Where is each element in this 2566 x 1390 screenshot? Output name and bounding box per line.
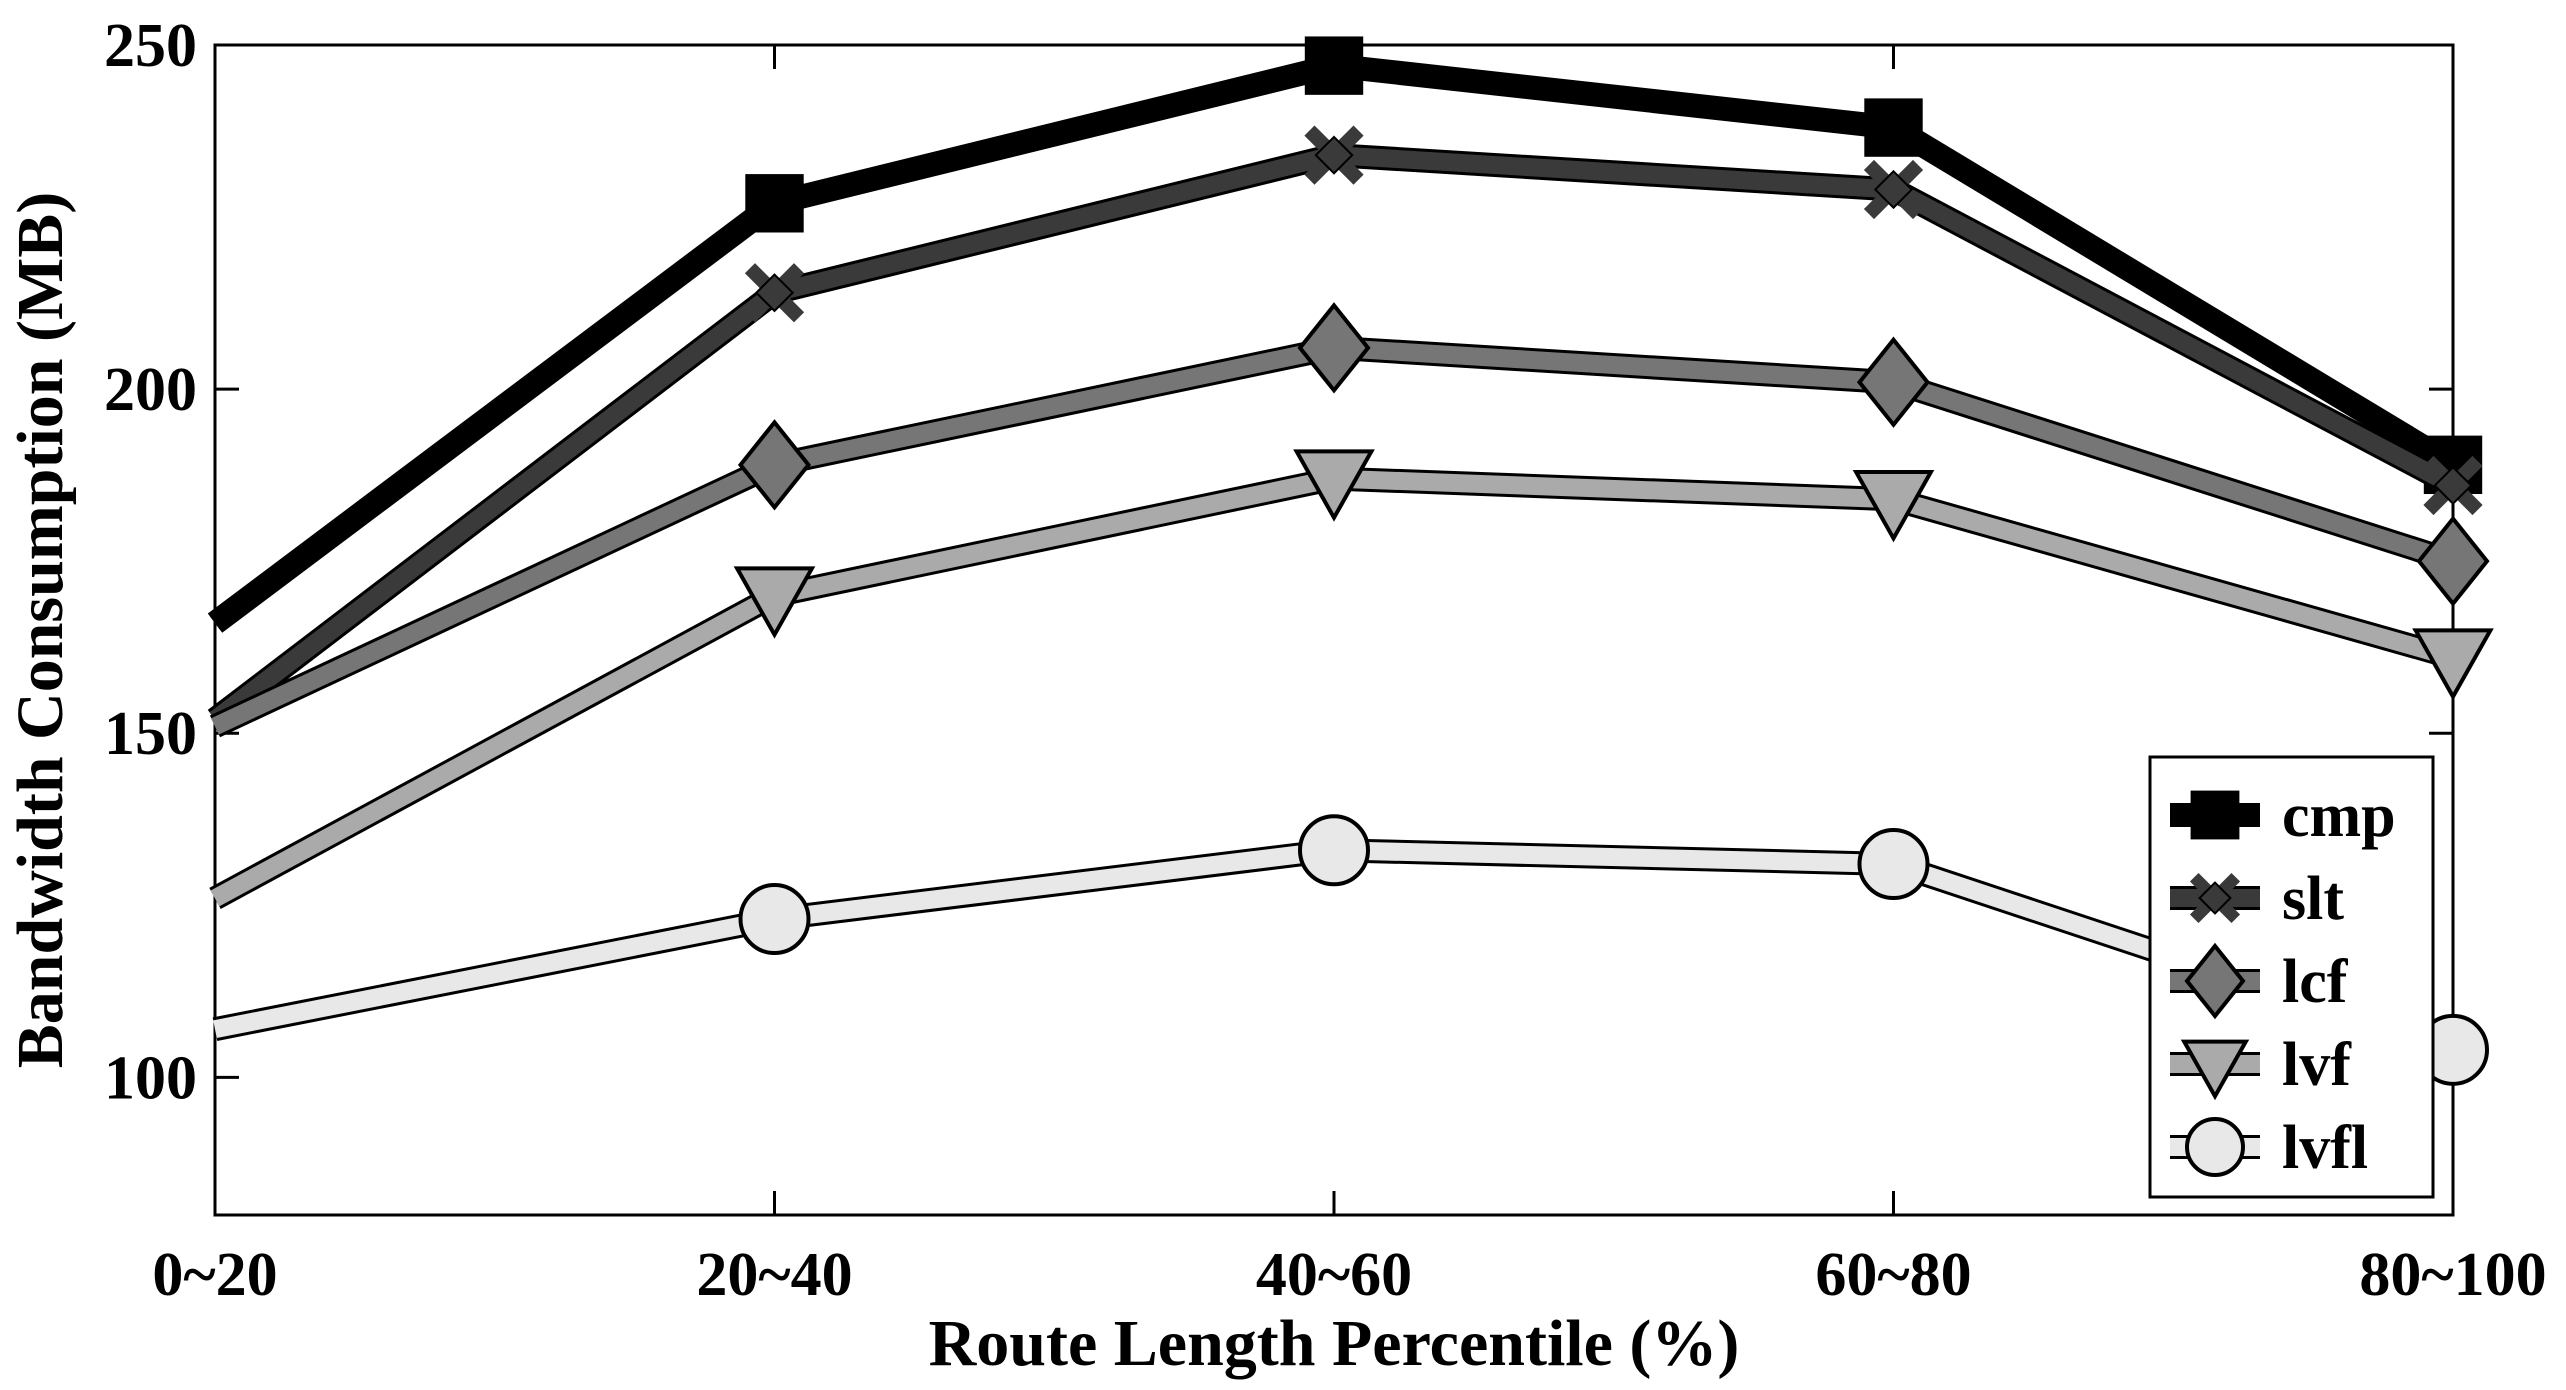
x-tick-label: 60~80 bbox=[1815, 1241, 1971, 1309]
marker-diamond bbox=[1856, 336, 1931, 428]
series-cmp bbox=[207, 36, 2483, 633]
data-point bbox=[1852, 470, 1935, 543]
marker-circle bbox=[2185, 1117, 2245, 1177]
legend-item-lvfl: lvfl bbox=[2170, 1114, 2368, 1182]
x-tick-label: 80~100 bbox=[2359, 1241, 2546, 1309]
x-tick-label: 40~60 bbox=[1256, 1241, 1412, 1309]
marker-circle bbox=[1298, 814, 1370, 887]
data-point bbox=[1298, 814, 1370, 887]
series-lvf bbox=[209, 449, 2494, 909]
data-point bbox=[1863, 159, 1924, 220]
marker-square bbox=[1304, 36, 1364, 95]
x-tick-label: 20~40 bbox=[696, 1241, 852, 1309]
legend-item-slt: slt bbox=[2170, 865, 2344, 933]
marker-square bbox=[745, 174, 804, 233]
data-point bbox=[745, 174, 804, 233]
legend: cmp slt lcf lvf lvfl bbox=[2148, 755, 2435, 1199]
data-point bbox=[1293, 449, 1375, 522]
marker-diamond bbox=[737, 419, 812, 511]
data-point bbox=[1304, 36, 1364, 95]
marker-diamond bbox=[2184, 942, 2246, 1020]
legend-label: lvfl bbox=[2282, 1114, 2368, 1182]
series-slt bbox=[207, 125, 2483, 730]
data-point bbox=[1297, 302, 1371, 394]
data-point bbox=[2423, 455, 2483, 516]
x-axis-label: Route Length Percentile (%) bbox=[929, 1307, 1740, 1380]
marker-diamond-core bbox=[2198, 881, 2232, 915]
legend-item-cmp: cmp bbox=[2170, 782, 2396, 850]
marker-triangle bbox=[1852, 470, 1935, 543]
marker-triangle bbox=[2180, 1039, 2250, 1101]
legend-label: slt bbox=[2282, 865, 2344, 933]
marker-square bbox=[2190, 790, 2240, 840]
y-tick-label: 100 bbox=[104, 1044, 197, 1112]
legend-item-lvf: lvf bbox=[2170, 1031, 2352, 1101]
marker-circle bbox=[1857, 828, 1930, 900]
x-tick-label: 0~20 bbox=[152, 1241, 277, 1309]
legend-label: cmp bbox=[2282, 782, 2396, 850]
data-point bbox=[1304, 125, 1364, 185]
data-point bbox=[1856, 336, 1931, 428]
legend-label: lvf bbox=[2282, 1031, 2352, 1099]
marker-circle bbox=[738, 883, 811, 956]
data-point bbox=[733, 566, 816, 639]
y-tick-label: 200 bbox=[104, 356, 197, 424]
marker-diamond-core bbox=[2433, 465, 2473, 506]
y-tick-label: 150 bbox=[104, 700, 197, 768]
data-point bbox=[1857, 828, 1930, 900]
y-axis-label: Bandwidth Consumption (MB) bbox=[4, 192, 77, 1069]
marker-triangle bbox=[733, 566, 816, 639]
y-tick-label: 250 bbox=[104, 12, 197, 80]
marker-diamond-core bbox=[1314, 135, 1354, 175]
legend-item-lcf: lcf bbox=[2170, 942, 2349, 1020]
legend-label: lcf bbox=[2282, 948, 2349, 1016]
series-lcf bbox=[209, 302, 2490, 738]
series-layer bbox=[207, 36, 2494, 1086]
marker-triangle bbox=[2412, 628, 2494, 701]
axis-ticks: 100 150 200 250 0~20 20~40 40~60 60~80 80~100 bbox=[104, 12, 2547, 1309]
marker-triangle bbox=[1293, 449, 1375, 522]
data-point bbox=[744, 263, 805, 323]
marker-diamond bbox=[1297, 302, 1371, 394]
series-lvfl bbox=[212, 814, 2489, 1086]
marker-diamond bbox=[2416, 515, 2490, 607]
data-point bbox=[2412, 628, 2494, 701]
data-point bbox=[737, 419, 812, 511]
data-point bbox=[2416, 515, 2490, 607]
data-point bbox=[1864, 98, 1923, 157]
marker-diamond-core bbox=[1873, 169, 1914, 210]
data-point bbox=[738, 883, 811, 956]
marker-square bbox=[1864, 98, 1923, 157]
marker-diamond-core bbox=[754, 273, 795, 313]
